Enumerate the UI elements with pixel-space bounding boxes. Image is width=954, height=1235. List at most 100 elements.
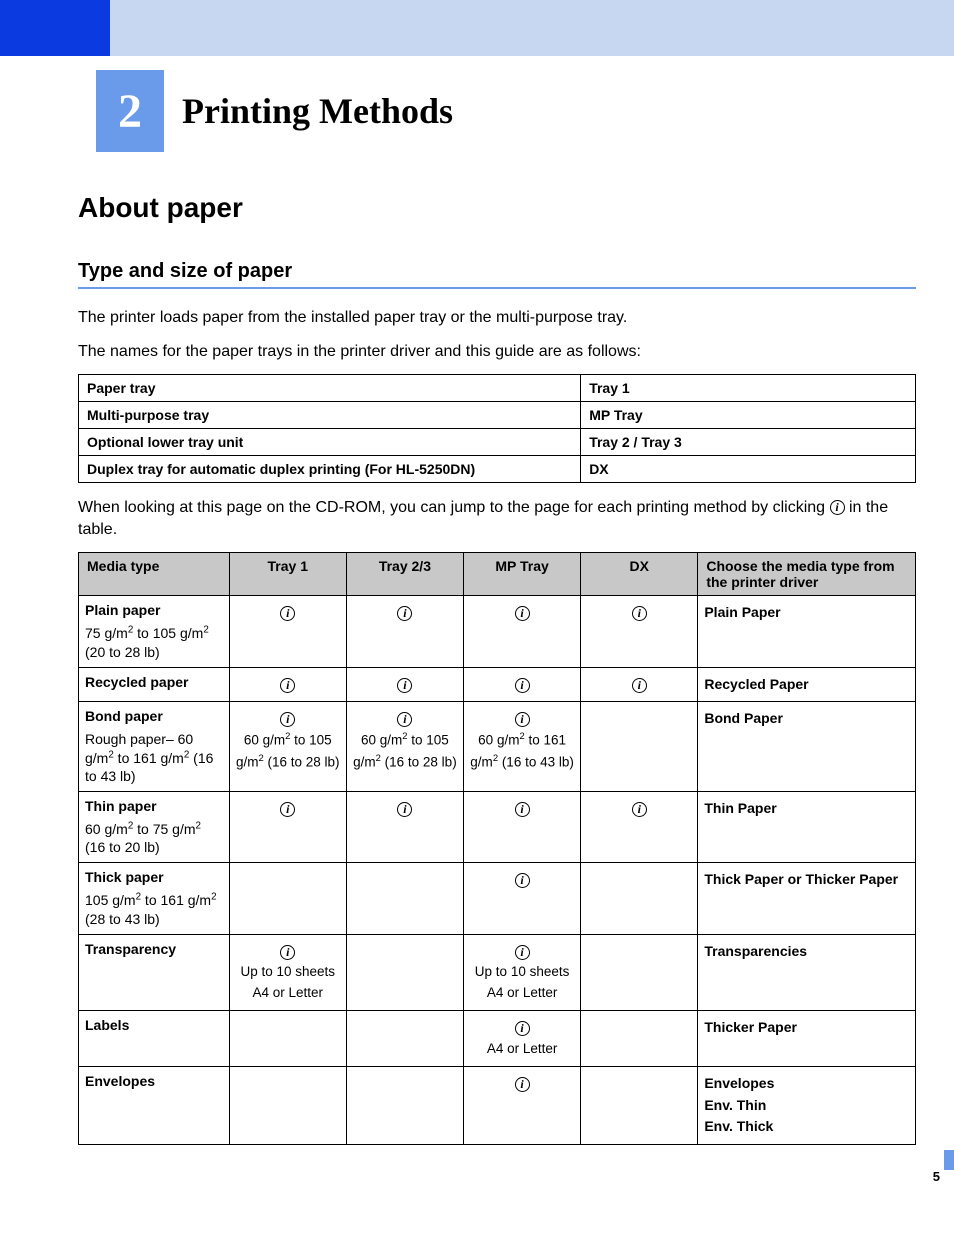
media-type-cell: Plain paper75 g/m2 to 105 g/m2 (20 to 28…	[79, 596, 230, 667]
chapter-title: Printing Methods	[182, 90, 453, 132]
paragraph-1: The printer loads paper from the install…	[78, 307, 916, 329]
info-icon[interactable]	[397, 678, 412, 693]
table-cell	[229, 596, 346, 667]
table-cell	[346, 1011, 463, 1067]
table-cell	[229, 792, 346, 863]
table-row: Paper trayTray 1	[79, 375, 916, 402]
table-row: Optional lower tray unitTray 2 / Tray 3	[79, 429, 916, 456]
table-cell: Thick Paper or Thicker Paper	[698, 863, 916, 934]
paragraph-3a: When looking at this page on the CD-ROM,…	[78, 499, 830, 516]
info-icon[interactable]	[632, 802, 647, 817]
info-icon[interactable]	[280, 945, 295, 960]
info-icon[interactable]	[397, 606, 412, 621]
info-icon[interactable]	[515, 1077, 530, 1092]
table-cell	[229, 863, 346, 934]
info-icon[interactable]	[280, 712, 295, 727]
info-icon[interactable]	[515, 678, 530, 693]
table-row: Duplex tray for automatic duplex printin…	[79, 456, 916, 483]
info-icon[interactable]	[280, 802, 295, 817]
info-icon[interactable]	[515, 606, 530, 621]
chapter-number: 2	[96, 70, 164, 152]
media-type-cell: Envelopes	[79, 1066, 230, 1144]
info-icon[interactable]	[515, 945, 530, 960]
table-cell: Bond Paper	[698, 702, 916, 792]
table-cell: Transparencies	[698, 934, 916, 1011]
heading-about-paper: About paper	[78, 192, 916, 224]
tray-name-table: Paper trayTray 1Multi-purpose trayMP Tra…	[78, 374, 916, 483]
table-cell	[581, 934, 698, 1011]
table-cell	[464, 863, 581, 934]
table-cell	[581, 1066, 698, 1144]
table-row: Labels A4 or Letter Thicker Paper	[79, 1011, 916, 1067]
table-row: Recycled paper Recycled Paper	[79, 667, 916, 702]
header-bar-accent	[0, 0, 110, 56]
table-cell	[581, 1011, 698, 1067]
table-cell	[464, 792, 581, 863]
column-header: DX	[581, 553, 698, 596]
tray-label: Paper tray	[79, 375, 581, 402]
table-cell	[581, 792, 698, 863]
table-row: TransparencyUp to 10 sheetsA4 or LetterU…	[79, 934, 916, 1011]
media-type-table: Media typeTray 1Tray 2/3MP TrayDXChoose …	[78, 552, 916, 1145]
media-type-cell: Bond paperRough paper– 60 g/m2 to 161 g/…	[79, 702, 230, 792]
table-cell	[229, 1066, 346, 1144]
table-cell: Thicker Paper	[698, 1011, 916, 1067]
table-row: Thick paper105 g/m2 to 161 g/m2 (28 to 4…	[79, 863, 916, 934]
info-icon[interactable]	[515, 873, 530, 888]
tray-label: Duplex tray for automatic duplex printin…	[79, 456, 581, 483]
info-icon	[830, 500, 845, 515]
info-icon[interactable]	[632, 678, 647, 693]
table-cell	[581, 596, 698, 667]
media-type-cell: Recycled paper	[79, 667, 230, 702]
table-cell: EnvelopesEnv. ThinEnv. Thick	[698, 1066, 916, 1144]
table-cell	[581, 667, 698, 702]
table-cell: 60 g/m2 to 105 g/m2 (16 to 28 lb)	[229, 702, 346, 792]
table-cell	[464, 667, 581, 702]
table-cell	[581, 863, 698, 934]
tray-value: Tray 1	[581, 375, 916, 402]
tray-value: Tray 2 / Tray 3	[581, 429, 916, 456]
page-number: 5	[0, 1169, 940, 1184]
paragraph-3: When looking at this page on the CD-ROM,…	[78, 497, 916, 540]
table-cell: Plain Paper	[698, 596, 916, 667]
paragraph-2: The names for the paper trays in the pri…	[78, 341, 916, 363]
info-icon[interactable]	[397, 802, 412, 817]
table-row: Envelopes EnvelopesEnv. ThinEnv. Thick	[79, 1066, 916, 1144]
table-cell	[346, 934, 463, 1011]
tray-label: Optional lower tray unit	[79, 429, 581, 456]
media-type-cell: Thick paper105 g/m2 to 161 g/m2 (28 to 4…	[79, 863, 230, 934]
table-cell: Up to 10 sheetsA4 or Letter	[229, 934, 346, 1011]
table-row: Plain paper75 g/m2 to 105 g/m2 (20 to 28…	[79, 596, 916, 667]
column-header: Tray 1	[229, 553, 346, 596]
media-type-cell: Labels	[79, 1011, 230, 1067]
table-cell	[346, 596, 463, 667]
table-cell: Recycled Paper	[698, 667, 916, 702]
column-header: MP Tray	[464, 553, 581, 596]
heading-type-size: Type and size of paper	[78, 260, 916, 289]
info-icon[interactable]	[515, 712, 530, 727]
header-bar	[0, 0, 954, 56]
tray-value: MP Tray	[581, 402, 916, 429]
info-icon[interactable]	[280, 678, 295, 693]
table-cell	[229, 667, 346, 702]
table-cell	[346, 667, 463, 702]
table-cell	[464, 596, 581, 667]
info-icon[interactable]	[280, 606, 295, 621]
table-cell: Up to 10 sheetsA4 or Letter	[464, 934, 581, 1011]
info-icon[interactable]	[632, 606, 647, 621]
column-header: Media type	[79, 553, 230, 596]
page-tab	[944, 1150, 954, 1170]
table-cell	[346, 863, 463, 934]
table-cell: A4 or Letter	[464, 1011, 581, 1067]
table-row: Bond paperRough paper– 60 g/m2 to 161 g/…	[79, 702, 916, 792]
table-cell: 60 g/m2 to 105 g/m2 (16 to 28 lb)	[346, 702, 463, 792]
info-icon[interactable]	[515, 802, 530, 817]
info-icon[interactable]	[397, 712, 412, 727]
info-icon[interactable]	[515, 1021, 530, 1036]
table-cell	[581, 702, 698, 792]
table-row: Thin paper60 g/m2 to 75 g/m2 (16 to 20 l…	[79, 792, 916, 863]
tray-value: DX	[581, 456, 916, 483]
tray-label: Multi-purpose tray	[79, 402, 581, 429]
chapter-header: 2 Printing Methods	[0, 70, 954, 152]
table-cell	[229, 1011, 346, 1067]
